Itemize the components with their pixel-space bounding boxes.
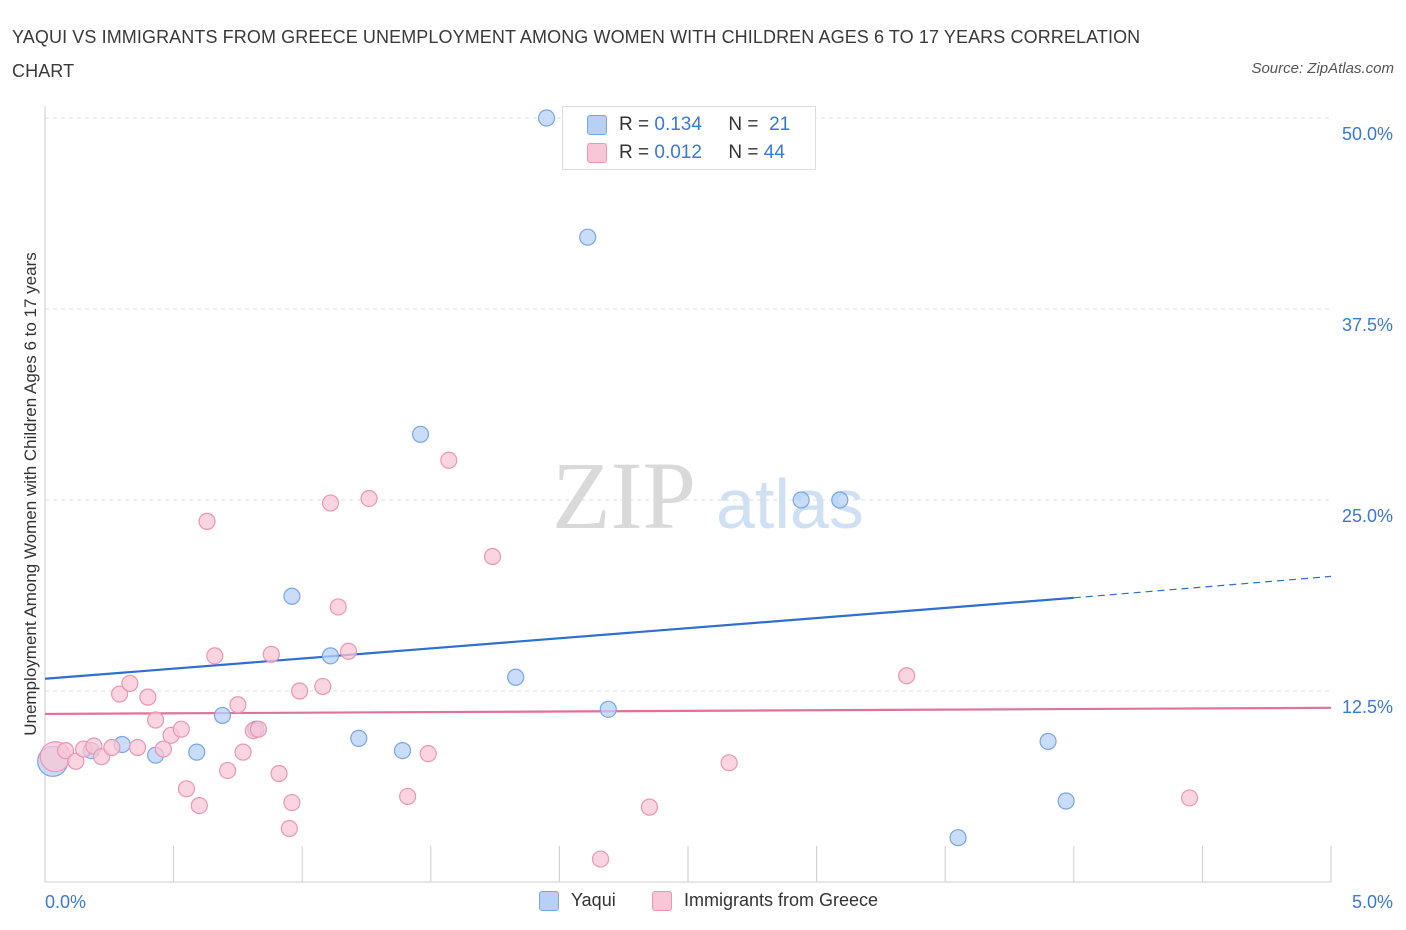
point-greece (419, 745, 437, 763)
point-greece (229, 696, 247, 714)
trend-line-greece (44, 706, 1332, 716)
point-yaqui (213, 706, 232, 725)
point-greece (249, 720, 268, 738)
legend-n-label: N = (728, 114, 759, 135)
point-yaqui (1039, 732, 1057, 751)
source-label: Source: ZipAtlas.com (1251, 60, 1394, 77)
point-yaqui (188, 743, 206, 761)
point-greece (339, 642, 358, 660)
series-legend: Yaqui Immigrants from Greece (0, 890, 1406, 916)
legend-n-label: N = (728, 142, 759, 163)
series-legend-greece[interactable]: Immigrants from Greece (652, 890, 878, 911)
point-greece (172, 720, 190, 738)
point-yaqui (599, 700, 617, 718)
point-yaqui (350, 729, 368, 747)
point-greece (640, 798, 659, 816)
point-greece (67, 752, 85, 770)
legend-r-label: R = (619, 114, 650, 135)
point-greece (591, 850, 610, 868)
point-greece (720, 754, 738, 772)
series-name-greece: Immigrants from Greece (684, 890, 879, 910)
point-yaqui (321, 647, 340, 665)
point-greece (56, 741, 75, 760)
y-tick-label: 25.0% (1342, 506, 1393, 526)
point-greece (291, 682, 309, 700)
y-tick-label: 37.5% (1342, 315, 1393, 335)
data-points (37, 109, 1199, 868)
trend-line-yaqui (44, 596, 1074, 680)
point-greece (110, 685, 129, 703)
trend-extension-yaqui (1073, 575, 1332, 599)
legend-swatch-yaqui (587, 115, 607, 135)
point-greece (440, 451, 458, 469)
point-greece (262, 645, 280, 663)
point-greece (314, 677, 332, 696)
point-yaqui (949, 829, 967, 847)
y-tick-label: 12.5% (1342, 697, 1393, 717)
legend: R = 0.134 N = 21 R = 0.012 N = 44 (562, 106, 816, 170)
point-greece (146, 711, 165, 729)
point-yaqui (579, 228, 597, 246)
y-tick-label: 50.0% (1342, 124, 1393, 144)
series-legend-yaqui[interactable]: Yaqui (539, 890, 616, 911)
point-greece (898, 667, 916, 685)
point-greece (198, 512, 216, 530)
trend-lines (44, 575, 1332, 716)
point-yaqui (831, 491, 849, 509)
legend-r-label: R = (619, 142, 650, 163)
series-name-yaqui: Yaqui (571, 890, 616, 910)
x-tick-label: 0.0% (45, 892, 86, 912)
legend-n-value-greece: 44 (763, 142, 785, 163)
point-greece (139, 688, 157, 706)
legend-r-value-greece: 0.012 (654, 142, 702, 163)
point-yaqui (792, 491, 810, 509)
series-swatch-greece (652, 890, 672, 911)
point-greece (206, 647, 224, 665)
point-yaqui (537, 109, 556, 127)
tick-labels: 12.5% 25.0% 37.5% 50.0% 0.0% 5.0% (45, 124, 1393, 912)
point-greece (234, 743, 252, 761)
point-greece (121, 674, 139, 692)
legend-swatch-greece (587, 143, 607, 163)
point-yaqui (1057, 792, 1075, 810)
point-greece (329, 598, 347, 616)
legend-row-yaqui: R = 0.134 N = 21 (587, 112, 790, 138)
series-swatch-yaqui (539, 890, 559, 911)
point-greece (177, 780, 196, 798)
point-greece (103, 738, 121, 757)
grid (45, 117, 1331, 692)
point-yaqui (411, 425, 430, 443)
point-greece (190, 796, 208, 815)
point-greece (283, 793, 301, 812)
point-greece (321, 494, 340, 512)
watermark-zip: ZIP (552, 442, 696, 549)
point-yaqui (507, 668, 525, 686)
chart-title: YAQUI VS IMMIGRANTS FROM GREECE UNEMPLOY… (12, 27, 1141, 81)
x-tick-label: 5.0% (1352, 892, 1393, 912)
point-greece (128, 738, 147, 757)
point-greece (483, 547, 502, 566)
point-greece (154, 740, 172, 758)
point-yaqui (283, 587, 301, 605)
watermark: ZIP atlas (552, 442, 864, 549)
point-greece (1180, 789, 1199, 807)
legend-n-value-yaqui: 21 (769, 114, 791, 135)
point-greece (399, 787, 417, 806)
point-greece (280, 819, 298, 838)
point-greece (270, 764, 288, 783)
y-axis-label: Unemployment Among Women with Children A… (21, 252, 40, 736)
point-greece (360, 489, 378, 508)
point-yaqui (393, 741, 412, 760)
legend-row-greece: R = 0.012 N = 44 (587, 140, 785, 166)
legend-r-value-yaqui: 0.134 (654, 114, 702, 135)
point-greece (219, 761, 237, 780)
